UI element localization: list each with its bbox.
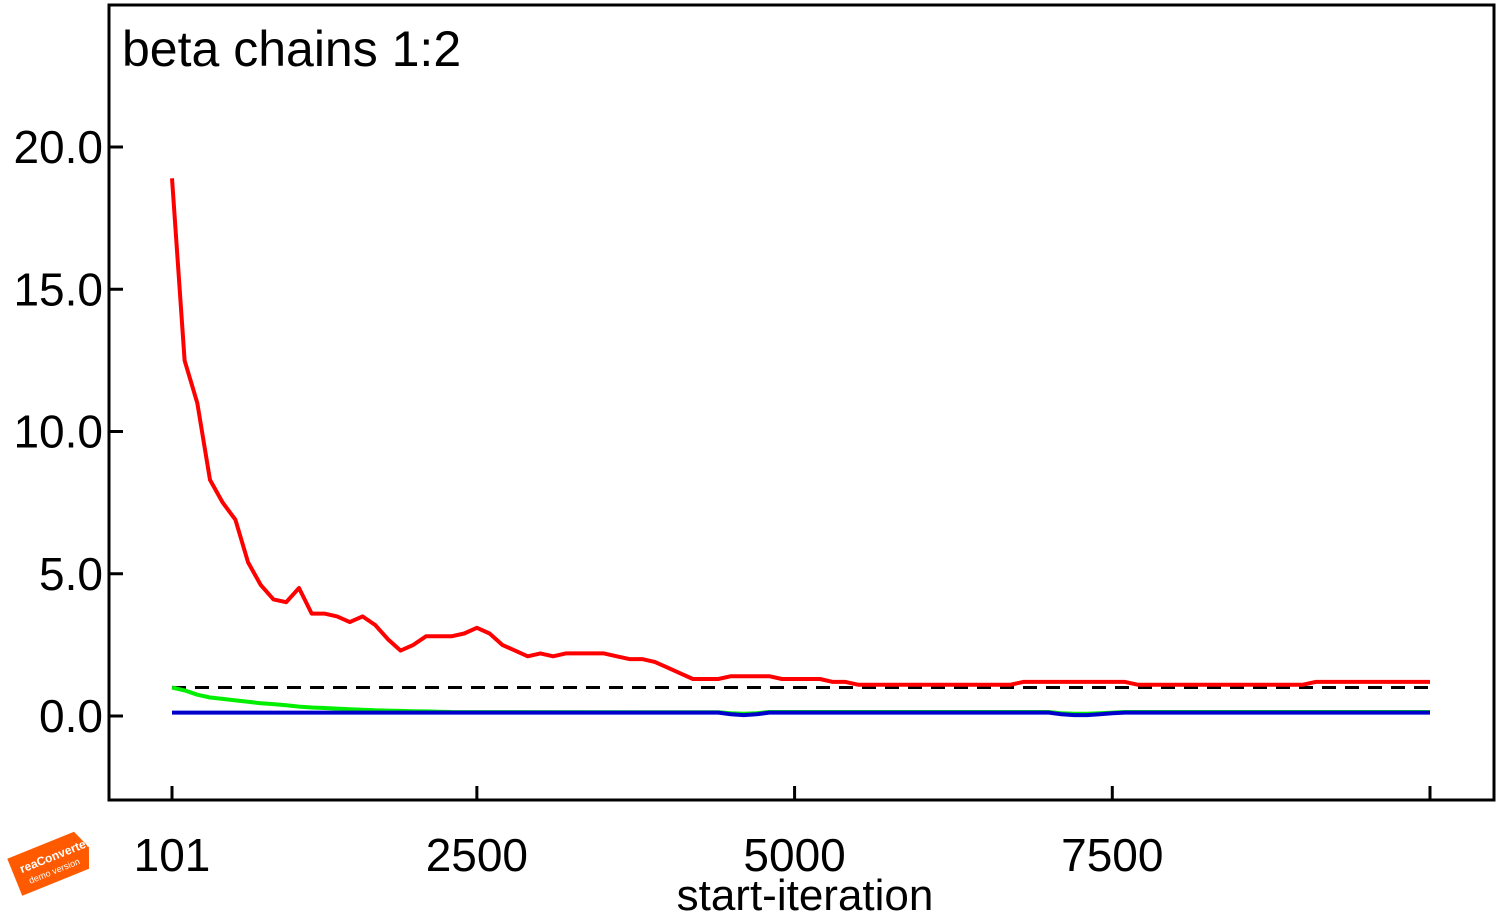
y-tick-label: 0.0 xyxy=(39,690,103,742)
series-layer xyxy=(170,178,1430,718)
y-tick-label: 5.0 xyxy=(39,548,103,600)
y-tick-label: 10.0 xyxy=(13,406,103,458)
series-line-2 xyxy=(171,685,1430,716)
tag-icon xyxy=(7,831,90,896)
plot-frame xyxy=(107,3,1496,802)
x-axis: 101 2500 5000 7500 xyxy=(134,786,1432,881)
x-tick-label: 5000 xyxy=(743,829,845,881)
y-axis: 0.0 5.0 10.0 15.0 20.0 xyxy=(13,121,123,742)
x-tick-label: 101 xyxy=(134,829,211,881)
x-axis-label: start-iteration xyxy=(677,871,934,917)
y-tick-label: 15.0 xyxy=(13,263,103,315)
watermark-logo: reaConverter demo version xyxy=(7,831,93,896)
x-tick-label: 7500 xyxy=(1061,829,1163,881)
x-tick-label: 2500 xyxy=(426,829,528,881)
y-tick-label: 20.0 xyxy=(13,121,103,173)
chart-title: beta chains 1:2 xyxy=(122,21,461,77)
series-line-3 xyxy=(172,710,1430,718)
series-line-1 xyxy=(170,178,1430,687)
